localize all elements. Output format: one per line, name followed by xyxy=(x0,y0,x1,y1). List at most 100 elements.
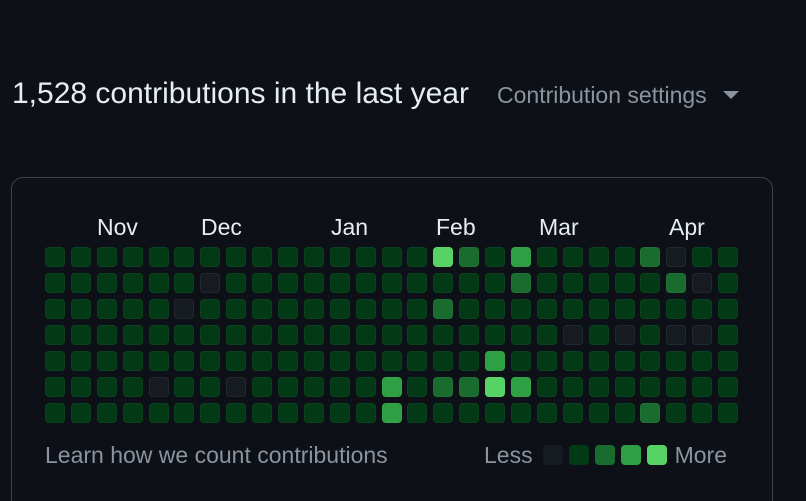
contribution-day-cell[interactable] xyxy=(174,299,195,319)
contribution-day-cell[interactable] xyxy=(252,273,273,293)
contribution-day-cell[interactable] xyxy=(174,247,195,267)
contribution-day-cell[interactable] xyxy=(588,325,609,345)
contribution-day-cell[interactable] xyxy=(588,247,609,267)
contribution-day-cell[interactable] xyxy=(588,377,609,397)
contribution-day-cell[interactable] xyxy=(174,377,195,397)
contribution-day-cell[interactable] xyxy=(45,377,65,397)
contribution-day-cell[interactable] xyxy=(96,273,117,293)
contribution-day-cell[interactable] xyxy=(174,403,195,423)
contribution-day-cell[interactable] xyxy=(640,403,661,423)
contribution-day-cell[interactable] xyxy=(303,247,324,267)
contribution-day-cell[interactable] xyxy=(355,247,376,267)
contribution-day-cell[interactable] xyxy=(200,377,221,397)
contribution-day-cell[interactable] xyxy=(614,247,635,267)
contribution-day-cell[interactable] xyxy=(226,351,247,371)
contribution-day-cell[interactable] xyxy=(718,247,739,267)
contribution-day-cell[interactable] xyxy=(200,299,221,319)
contribution-day-cell[interactable] xyxy=(562,351,583,371)
contribution-day-cell[interactable] xyxy=(96,299,117,319)
contribution-day-cell[interactable] xyxy=(666,325,687,345)
contribution-day-cell[interactable] xyxy=(511,351,532,371)
contribution-day-cell[interactable] xyxy=(718,273,739,293)
contribution-day-cell[interactable] xyxy=(562,299,583,319)
contribution-day-cell[interactable] xyxy=(692,403,713,423)
contribution-day-cell[interactable] xyxy=(226,325,247,345)
contribution-day-cell[interactable] xyxy=(252,351,273,371)
contribution-day-cell[interactable] xyxy=(718,351,739,371)
contribution-day-cell[interactable] xyxy=(200,247,221,267)
contribution-day-cell[interactable] xyxy=(407,247,428,267)
contribution-day-cell[interactable] xyxy=(122,325,143,345)
contribution-day-cell[interactable] xyxy=(45,325,65,345)
contribution-day-cell[interactable] xyxy=(459,247,480,267)
contribution-day-cell[interactable] xyxy=(562,377,583,397)
contribution-day-cell[interactable] xyxy=(355,273,376,293)
contribution-day-cell[interactable] xyxy=(303,273,324,293)
contribution-day-cell[interactable] xyxy=(485,247,506,267)
contribution-day-cell[interactable] xyxy=(459,403,480,423)
contribution-day-cell[interactable] xyxy=(329,325,350,345)
contribution-day-cell[interactable] xyxy=(640,273,661,293)
contribution-day-cell[interactable] xyxy=(45,247,65,267)
contribution-day-cell[interactable] xyxy=(329,247,350,267)
contribution-day-cell[interactable] xyxy=(252,403,273,423)
contribution-day-cell[interactable] xyxy=(459,325,480,345)
contribution-day-cell[interactable] xyxy=(329,299,350,319)
contribution-day-cell[interactable] xyxy=(536,403,557,423)
contribution-day-cell[interactable] xyxy=(692,299,713,319)
contribution-day-cell[interactable] xyxy=(666,299,687,319)
contribution-day-cell[interactable] xyxy=(303,325,324,345)
contribution-day-cell[interactable] xyxy=(459,299,480,319)
contribution-day-cell[interactable] xyxy=(666,377,687,397)
contribution-day-cell[interactable] xyxy=(718,403,739,423)
contribution-day-cell[interactable] xyxy=(148,325,169,345)
contribution-day-cell[interactable] xyxy=(407,403,428,423)
contribution-day-cell[interactable] xyxy=(588,273,609,293)
contribution-day-cell[interactable] xyxy=(303,377,324,397)
contribution-day-cell[interactable] xyxy=(511,325,532,345)
contribution-day-cell[interactable] xyxy=(45,299,65,319)
contribution-day-cell[interactable] xyxy=(511,247,532,267)
contribution-day-cell[interactable] xyxy=(433,377,454,397)
contribution-day-cell[interactable] xyxy=(562,247,583,267)
contribution-day-cell[interactable] xyxy=(96,403,117,423)
contribution-day-cell[interactable] xyxy=(329,273,350,293)
contribution-day-cell[interactable] xyxy=(718,299,739,319)
contribution-day-cell[interactable] xyxy=(200,403,221,423)
contribution-day-cell[interactable] xyxy=(70,299,91,319)
contribution-day-cell[interactable] xyxy=(407,325,428,345)
contribution-day-cell[interactable] xyxy=(226,377,247,397)
contribution-day-cell[interactable] xyxy=(666,273,687,293)
contribution-day-cell[interactable] xyxy=(614,351,635,371)
contribution-day-cell[interactable] xyxy=(200,325,221,345)
contribution-day-cell[interactable] xyxy=(329,351,350,371)
contribution-day-cell[interactable] xyxy=(536,247,557,267)
contribution-day-cell[interactable] xyxy=(666,403,687,423)
contribution-day-cell[interactable] xyxy=(148,247,169,267)
contribution-day-cell[interactable] xyxy=(536,325,557,345)
contribution-day-cell[interactable] xyxy=(96,351,117,371)
contribution-day-cell[interactable] xyxy=(122,377,143,397)
contribution-day-cell[interactable] xyxy=(640,377,661,397)
contribution-day-cell[interactable] xyxy=(614,403,635,423)
contribution-day-cell[interactable] xyxy=(640,351,661,371)
contribution-day-cell[interactable] xyxy=(485,377,506,397)
contribution-day-cell[interactable] xyxy=(640,299,661,319)
contribution-day-cell[interactable] xyxy=(485,351,506,371)
contribution-day-cell[interactable] xyxy=(45,403,65,423)
contribution-day-cell[interactable] xyxy=(381,273,402,293)
contribution-day-cell[interactable] xyxy=(252,325,273,345)
contribution-day-cell[interactable] xyxy=(692,377,713,397)
contribution-day-cell[interactable] xyxy=(355,325,376,345)
contribution-day-cell[interactable] xyxy=(148,299,169,319)
contribution-day-cell[interactable] xyxy=(640,325,661,345)
contribution-day-cell[interactable] xyxy=(381,325,402,345)
contribution-day-cell[interactable] xyxy=(640,247,661,267)
contribution-day-cell[interactable] xyxy=(278,247,299,267)
contribution-day-cell[interactable] xyxy=(355,351,376,371)
contribution-day-cell[interactable] xyxy=(148,403,169,423)
contribution-day-cell[interactable] xyxy=(614,377,635,397)
contribution-day-cell[interactable] xyxy=(511,299,532,319)
contribution-day-cell[interactable] xyxy=(511,273,532,293)
contribution-day-cell[interactable] xyxy=(692,247,713,267)
